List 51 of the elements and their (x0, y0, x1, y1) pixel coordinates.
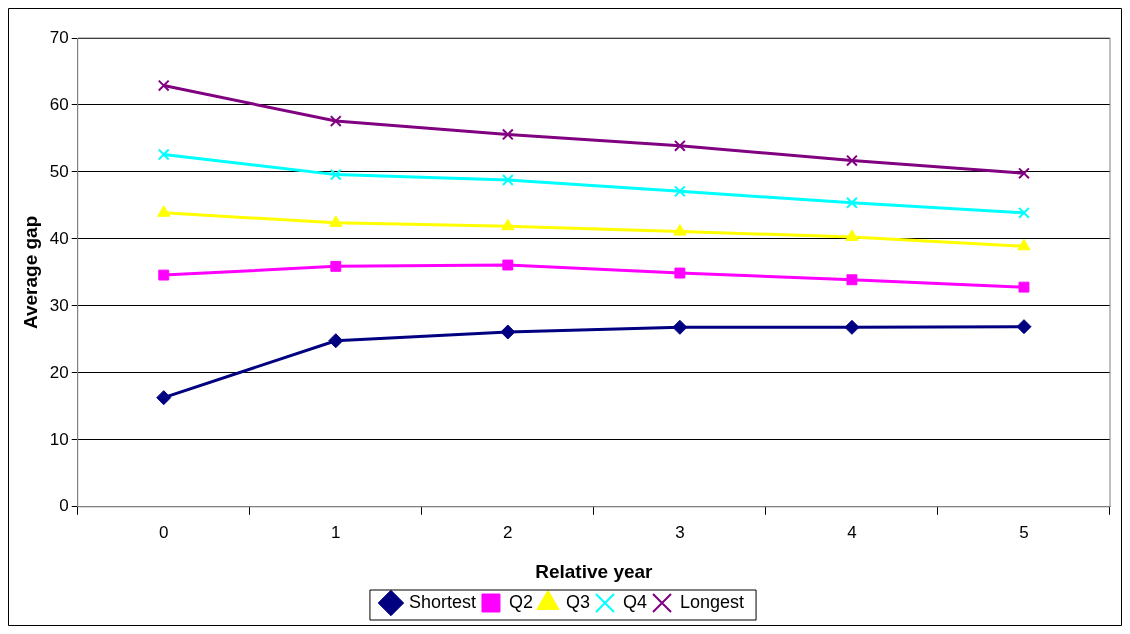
point (672, 319, 688, 335)
y-axis-title: Average gap (19, 215, 41, 330)
point (328, 333, 344, 349)
y-tick-label: 30 (49, 295, 69, 315)
point (1018, 281, 1030, 293)
point (329, 215, 343, 227)
x-tick-label: 3 (675, 522, 685, 542)
point (673, 224, 687, 236)
legend-label: Q3 (565, 591, 590, 612)
x-axis-title: Relative year (535, 560, 654, 582)
point (502, 259, 514, 271)
point (1018, 167, 1030, 180)
point (845, 154, 858, 167)
point (673, 185, 686, 198)
x-tick-label: 1 (331, 522, 341, 542)
point (330, 260, 342, 272)
x-tick-label: 0 (159, 522, 169, 542)
point (673, 139, 686, 152)
y-tick-label: 40 (49, 228, 69, 248)
y-tick-label: 0 (59, 496, 69, 516)
legend-label: Longest (680, 591, 745, 612)
legend-label: Q4 (623, 591, 648, 612)
x-tick-label: 2 (503, 522, 513, 542)
point (1016, 319, 1032, 335)
point (1018, 206, 1030, 219)
x-tick-label: 4 (847, 522, 857, 542)
point (845, 196, 858, 209)
point (157, 79, 170, 92)
y-tick-label: 70 (49, 27, 69, 47)
legend-label: Q2 (508, 591, 533, 612)
point (501, 174, 514, 186)
point (501, 128, 514, 141)
point (674, 267, 686, 279)
point (845, 229, 859, 241)
point (846, 274, 858, 286)
y-tick-label: 20 (49, 362, 69, 382)
point (500, 324, 516, 340)
y-tick-label: 60 (49, 94, 69, 114)
y-tick-label: 50 (49, 161, 69, 181)
point (501, 218, 515, 231)
point (157, 148, 170, 161)
point (329, 168, 342, 181)
point (156, 390, 172, 406)
point (844, 319, 860, 335)
point (158, 269, 170, 281)
y-tick-label: 10 (49, 429, 69, 449)
point (329, 115, 342, 127)
x-tick-label: 5 (1019, 522, 1029, 542)
point (1017, 238, 1031, 251)
legend-label: Shortest (408, 591, 476, 612)
point (157, 205, 171, 217)
